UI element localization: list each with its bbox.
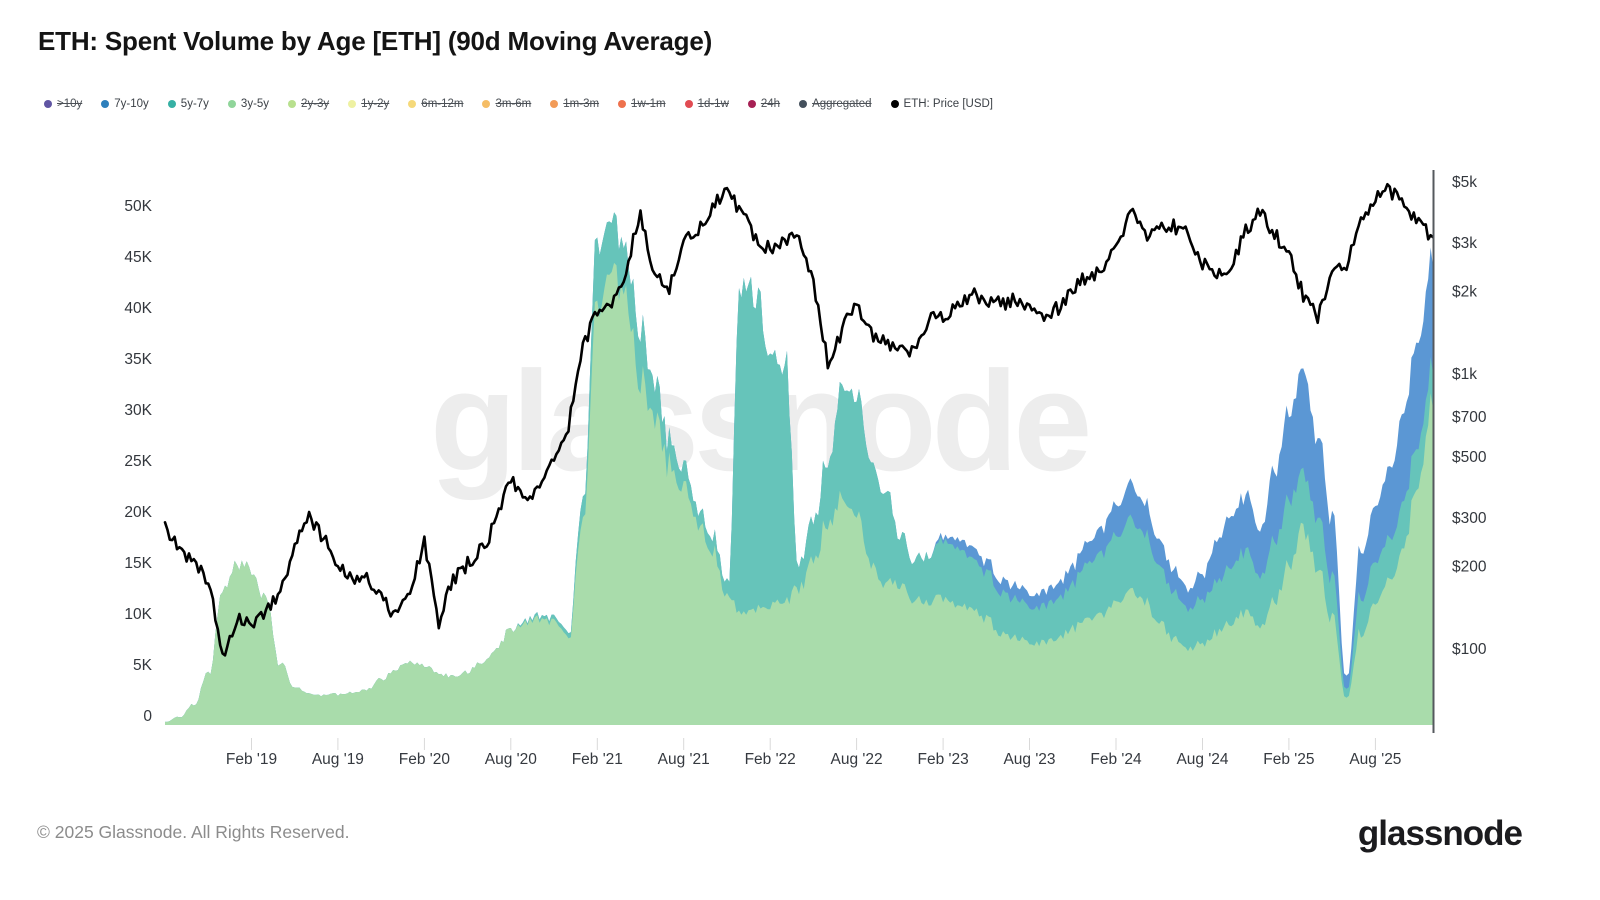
- x-axis-tick-label: Feb '24: [1090, 751, 1142, 768]
- left-axis-tick-label: 5K: [133, 657, 153, 674]
- x-axis-tick-label: Feb '22: [745, 751, 796, 768]
- x-axis-tick-label: Feb '25: [1263, 751, 1314, 768]
- legend-dot-icon: [890, 100, 899, 108]
- x-axis-tick-label: Feb '19: [226, 751, 277, 768]
- area-3y-5y: [165, 262, 1433, 725]
- legend-item-label: ETH: Price [USD]: [903, 98, 994, 110]
- legend-item-label: 1y-2y: [361, 98, 390, 110]
- legend-dot-icon: [288, 100, 297, 108]
- legend-item-5y-7y[interactable]: 5y-7y: [167, 98, 209, 110]
- legend-item-24h[interactable]: 24h: [747, 98, 781, 110]
- page-title: ETH: Spent Volume by Age [ETH] (90d Movi…: [38, 26, 713, 56]
- left-axis-tick-label: 40K: [124, 300, 152, 317]
- legend-dot-icon: [348, 100, 357, 108]
- x-axis-tick-label: Aug '20: [485, 751, 537, 768]
- legend-item-eth-price-usd-[interactable]: ETH: Price [USD]: [890, 98, 994, 110]
- right-axis-tick-label: $200: [1452, 558, 1487, 575]
- x-axis-tick-label: Feb '23: [917, 751, 968, 768]
- legend-item-7y-10y[interactable]: 7y-10y: [101, 98, 149, 110]
- legend-item-label: 24h: [760, 98, 781, 110]
- left-axis-tick-label: 0: [143, 708, 152, 725]
- x-axis-tick-label: Feb '20: [399, 751, 451, 768]
- x-axis-tick-label: Aug '25: [1349, 751, 1401, 768]
- right-axis-tick-label: $700: [1452, 409, 1487, 426]
- legend-item-2y-3y[interactable]: 2y-3y: [288, 98, 329, 110]
- left-axis-tick-label: 35K: [124, 351, 152, 368]
- left-axis-tick-label: 20K: [124, 504, 152, 521]
- legend-dot-icon: [44, 100, 52, 108]
- legend-item-label: 7y-10y: [114, 98, 149, 110]
- area-5y-7y: [165, 212, 1433, 726]
- legend-dot-icon: [227, 100, 236, 108]
- right-axis-tick-label: $300: [1452, 510, 1487, 527]
- legend-item--10y[interactable]: >10y: [44, 98, 82, 110]
- legend-dot-icon: [167, 100, 176, 108]
- x-axis-tick-label: Aug '24: [1176, 751, 1228, 768]
- left-axis-tick-label: 45K: [124, 249, 152, 266]
- legend-item-1m-3m[interactable]: 1m-3m: [550, 98, 599, 110]
- x-axis-tick-label: Aug '22: [831, 751, 883, 768]
- legend-item-label: 1m-3m: [563, 98, 600, 110]
- legend-item-label: Aggregated: [812, 98, 872, 110]
- legend-item-label: 5y-7y: [180, 98, 209, 110]
- legend-item-label: >10y: [57, 98, 83, 110]
- legend-item-3y-5y[interactable]: 3y-5y: [227, 98, 270, 110]
- x-axis-tick-label: Aug '19: [312, 751, 364, 768]
- legend-dot-icon: [482, 100, 491, 108]
- legend-item-label: 6m-12m: [421, 98, 464, 110]
- legend-item-1w-1m[interactable]: 1w-1m: [618, 98, 666, 110]
- right-axis-tick-label: $1k: [1452, 366, 1477, 383]
- legend-item-label: 2y-3y: [301, 98, 330, 110]
- legend-dot-icon: [799, 100, 808, 108]
- legend-item-1d-1w[interactable]: 1d-1w: [684, 98, 729, 110]
- legend-dot-icon: [408, 100, 417, 108]
- legend-dot-icon: [684, 100, 693, 108]
- legend-item-1y-2y[interactable]: 1y-2y: [348, 98, 389, 110]
- left-axis-tick-label: 30K: [124, 402, 152, 419]
- legend-item-6m-12m[interactable]: 6m-12m: [408, 98, 463, 110]
- right-axis-tick-label: $500: [1452, 449, 1487, 466]
- legend-dot-icon: [747, 100, 756, 108]
- right-axis-tick-label: $3k: [1452, 235, 1477, 252]
- left-axis-tick-label: 50K: [124, 198, 152, 215]
- eth-price-line: [163, 182, 1435, 657]
- legend-item-aggregated[interactable]: Aggregated: [799, 98, 872, 110]
- legend-item-label: 1w-1m: [631, 98, 666, 110]
- legend-item-label: 3y-5y: [240, 98, 270, 110]
- x-axis-tick-label: Aug '21: [658, 751, 710, 768]
- left-axis-tick-label: 25K: [124, 453, 152, 470]
- copyright-text: © 2025 Glassnode. All Rights Reserved.: [37, 822, 350, 842]
- legend-item-label: 1d-1w: [697, 98, 729, 110]
- left-axis-tick-label: 15K: [124, 555, 152, 572]
- legend-dot-icon: [550, 100, 559, 108]
- x-axis-tick-label: Feb '21: [572, 751, 623, 768]
- legend-dot-icon: [101, 100, 110, 108]
- legend-item-label: 3m-6m: [495, 98, 532, 110]
- legend-item-3m-6m[interactable]: 3m-6m: [482, 98, 531, 110]
- legend-dot-icon: [618, 100, 627, 108]
- left-axis-tick-label: 10K: [124, 606, 152, 623]
- legend: >10y 7y-10y 5y-7y 3y-5y 2y-3y 1y-2y 6m-12m 3m-6…: [44, 98, 993, 110]
- right-axis-tick-label: $5k: [1452, 174, 1477, 191]
- right-axis-tick-label: $2k: [1452, 283, 1477, 300]
- right-axis-tick-label: $100: [1452, 641, 1487, 658]
- glassnode-logo: glassnode: [1357, 814, 1523, 853]
- x-axis-tick-label: Aug '23: [1003, 751, 1055, 768]
